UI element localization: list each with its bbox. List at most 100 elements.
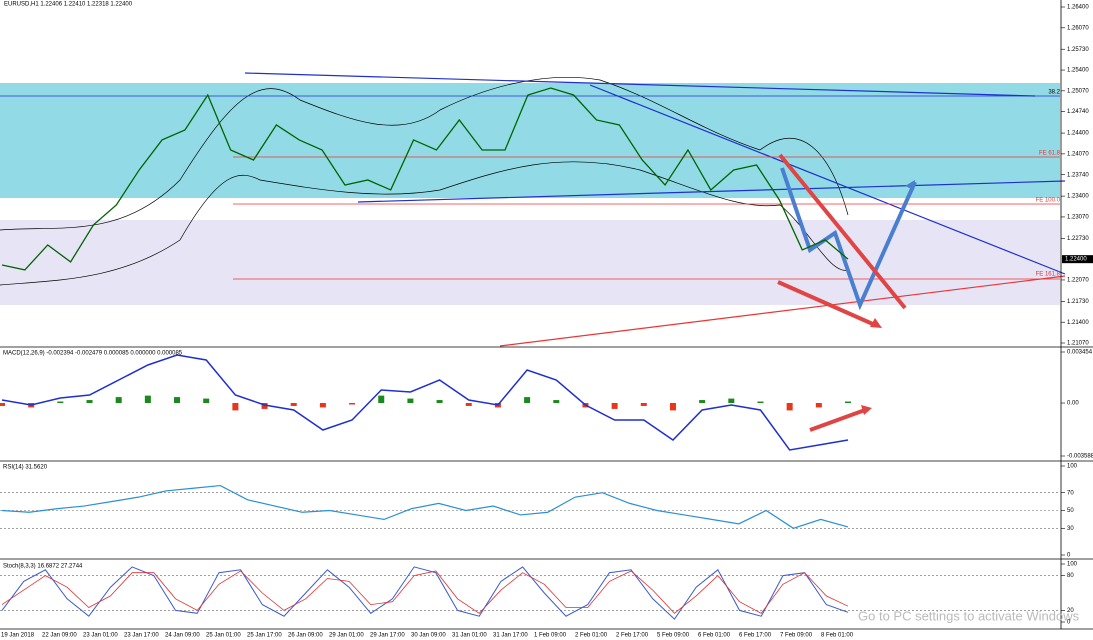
y-tick-label: 1.22070 bbox=[1067, 278, 1089, 284]
x-tick-label: 30 Jan 09:00 bbox=[411, 633, 446, 639]
histogram-bar bbox=[465, 403, 472, 406]
x-tick-label: 31 Jan 17:00 bbox=[493, 633, 528, 639]
x-tick-label: 2 Feb 17:00 bbox=[616, 633, 649, 639]
x-tick-label: 1 Feb 09:00 bbox=[534, 633, 567, 639]
series-line bbox=[1, 484, 849, 529]
y-tick-label: 1.24070 bbox=[1067, 151, 1089, 157]
histogram-bar bbox=[57, 401, 64, 404]
fib-label: FE 100.0 bbox=[1036, 198, 1061, 204]
series-line bbox=[1, 354, 849, 451]
x-tick-label: 7 Feb 09:00 bbox=[780, 633, 813, 639]
histogram-bar bbox=[669, 403, 676, 411]
x-tick-label: 29 Jan 17:00 bbox=[370, 633, 405, 639]
histogram-bar bbox=[0, 403, 5, 406]
red-arrow bbox=[809, 408, 866, 432]
bb-lower bbox=[0, 161, 849, 286]
arrow-head bbox=[905, 180, 915, 190]
y-tick-label: 100 bbox=[1067, 464, 1078, 470]
histogram-bar bbox=[640, 403, 647, 406]
histogram-bar bbox=[203, 398, 210, 404]
histogram-bar bbox=[845, 401, 851, 404]
fib-label: 38.2 bbox=[1048, 90, 1060, 96]
trend-line bbox=[499, 275, 1066, 347]
trend-line bbox=[589, 84, 1066, 275]
y-tick-label: 1.25730 bbox=[1067, 47, 1089, 53]
histogram-bar bbox=[553, 400, 560, 404]
red-arrow bbox=[778, 153, 907, 310]
macd-label: MACD(12,26,9) -0.002394 -0.002479 0.0000… bbox=[3, 351, 183, 357]
y-tick-label: 1.26400 bbox=[1067, 5, 1089, 11]
rsi-label: RSI(14) 31.5620 bbox=[3, 465, 48, 471]
histogram-bar bbox=[115, 397, 122, 404]
x-tick-label: 26 Jan 09:00 bbox=[288, 633, 323, 639]
arrow-head bbox=[870, 318, 882, 328]
y-tick-label: 0 bbox=[1067, 553, 1071, 559]
y-tick-label: 1.26070 bbox=[1067, 25, 1089, 31]
histogram-bar bbox=[232, 403, 239, 411]
histogram-bar bbox=[349, 403, 356, 405]
series-line bbox=[1, 87, 849, 271]
x-tick-label: 6 Feb 01:00 bbox=[698, 633, 731, 639]
y-tick-label: 80 bbox=[1067, 573, 1074, 579]
histogram-bar bbox=[407, 398, 414, 404]
x-tick-label: 2 Feb 01:00 bbox=[575, 633, 608, 639]
series-line bbox=[1, 570, 849, 614]
histogram-bar bbox=[815, 403, 822, 408]
histogram-bar bbox=[290, 403, 297, 406]
zone-lower bbox=[0, 220, 1060, 305]
histogram-bar bbox=[728, 398, 735, 404]
y-tick-label: 70 bbox=[1067, 490, 1074, 496]
forecast-zigzag bbox=[780, 167, 917, 311]
y-tick-label: 1.24740 bbox=[1067, 109, 1089, 115]
stoch-label: Stoch(8,3,3) 16.6872 27.2744 bbox=[3, 564, 83, 570]
x-tick-label: 23 Jan 01:00 bbox=[83, 633, 118, 639]
histogram-bar bbox=[174, 397, 181, 404]
x-tick-label: 23 Jan 17:00 bbox=[124, 633, 159, 639]
x-tick-label: 29 Jan 01:00 bbox=[329, 633, 364, 639]
y-tick-label: 1.23070 bbox=[1067, 214, 1089, 220]
y-tick-label: 1.25400 bbox=[1067, 68, 1089, 74]
price-tag bbox=[1062, 255, 1093, 264]
chart-header: EURUSD,H1 1.22406 1.22410 1.22318 1.2240… bbox=[4, 2, 133, 8]
y-tick-label: -0.003588 bbox=[1067, 454, 1093, 460]
x-tick-label: 24 Jan 09:00 bbox=[165, 633, 200, 639]
x-tick-label: 5 Feb 09:00 bbox=[657, 633, 690, 639]
watermark: Go to PC settings to activate Windows bbox=[858, 608, 1080, 623]
x-tick-label: 22 Jan 09:00 bbox=[42, 633, 77, 639]
y-tick-label: 1.23740 bbox=[1067, 172, 1089, 178]
y-tick-label: 1.21400 bbox=[1067, 320, 1089, 326]
fib-label: FE 161.8 bbox=[1036, 272, 1061, 278]
x-tick-label: 19 Jan 2018 bbox=[1, 633, 35, 639]
x-tick-label: 31 Jan 01:00 bbox=[452, 633, 487, 639]
arrow-head bbox=[861, 405, 872, 415]
red-arrow bbox=[777, 280, 876, 327]
y-tick-label: 100 bbox=[1067, 562, 1078, 568]
histogram-bar bbox=[524, 397, 531, 404]
y-tick-label: 1.21730 bbox=[1067, 299, 1089, 305]
series-line bbox=[1, 566, 849, 620]
y-tick-label: 1.21070 bbox=[1067, 341, 1089, 347]
histogram-bar bbox=[786, 403, 793, 411]
histogram-bar bbox=[86, 400, 93, 404]
y-tick-label: 0.00 bbox=[1067, 401, 1079, 407]
y-tick-label: 0 bbox=[1067, 620, 1071, 626]
histogram-bar bbox=[699, 400, 706, 404]
y-tick-label: 1.23400 bbox=[1067, 194, 1089, 200]
bollinger-bands bbox=[0, 77, 849, 286]
x-tick-label: 25 Jan 01:00 bbox=[206, 633, 241, 639]
histogram-bar bbox=[144, 395, 151, 404]
trend-line bbox=[357, 180, 1066, 203]
annotations bbox=[777, 153, 917, 432]
x-tick-label: 6 Feb 17:00 bbox=[739, 633, 772, 639]
y-tick-label: 0.003454 bbox=[1067, 350, 1093, 356]
histogram-bar bbox=[436, 400, 443, 404]
bb-upper bbox=[0, 77, 849, 231]
histogram-bar bbox=[261, 403, 268, 409]
y-tick-label: 1.25070 bbox=[1067, 88, 1089, 94]
zone-upper bbox=[0, 83, 1060, 198]
histogram-bar bbox=[611, 403, 618, 409]
y-tick-label: 50 bbox=[1067, 508, 1074, 514]
x-tick-label: 25 Jan 17:00 bbox=[247, 633, 282, 639]
